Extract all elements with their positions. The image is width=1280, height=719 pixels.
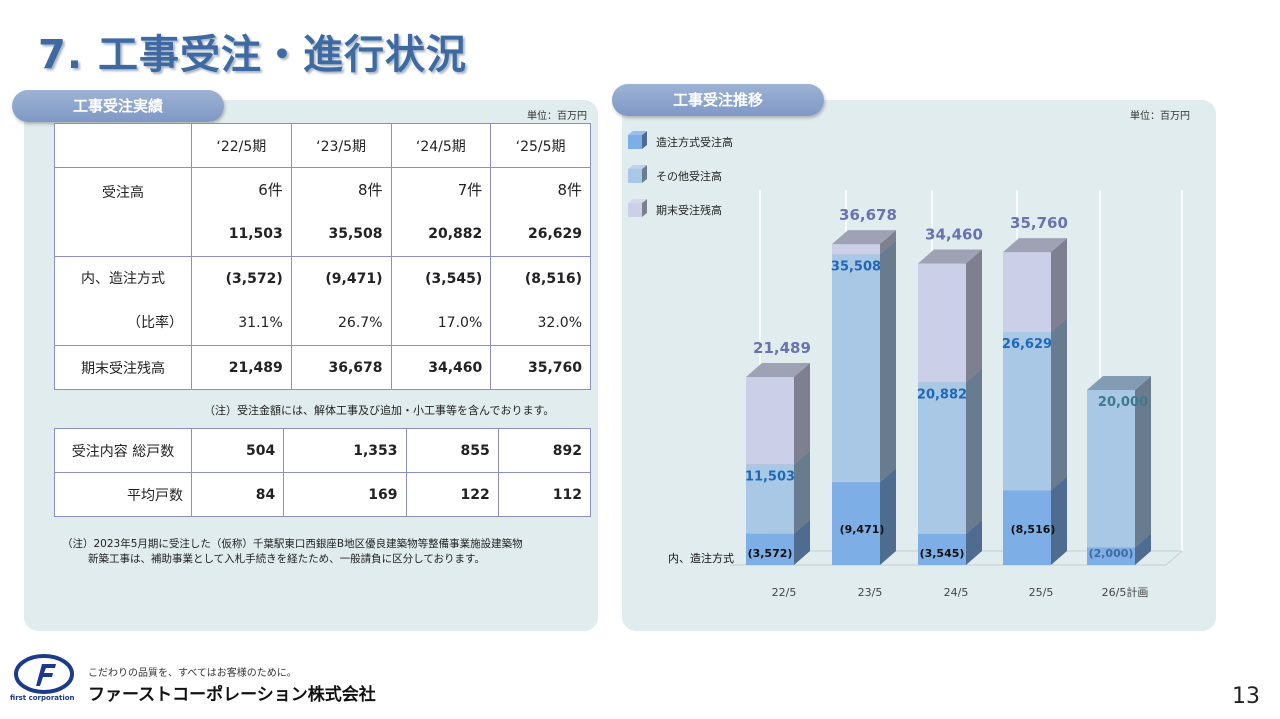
orders-count: 6件	[258, 181, 283, 199]
total-units-label: 受注内容 総戸数	[54, 428, 192, 473]
orders-amount: 11,503	[228, 226, 283, 242]
chart-unit: 単位：百万円	[1130, 111, 1190, 122]
backlog-value: 35,760	[490, 345, 591, 390]
backlog-value: 21,489	[191, 345, 292, 390]
page-number: 13	[1232, 684, 1260, 709]
units-table: 受注内容 総戸数 504 1,353 855 892 平均戸数 84 169 1…	[54, 428, 592, 517]
orders-label: 受注高	[54, 167, 192, 257]
chart-panel	[622, 100, 1216, 631]
company-tagline: こだわりの品質を、すべてはお客様のために。	[88, 668, 297, 679]
logo-text: first corporation	[10, 694, 75, 702]
company-name: ファーストコーポレーション株式会社	[88, 685, 376, 705]
avg-units-value: 112	[497, 472, 592, 517]
backlog-label: 期末受注残高	[54, 345, 192, 390]
orders-unit: 単位：百万円	[527, 111, 587, 122]
orders-count: 7件	[457, 181, 483, 199]
avg-units-value: 169	[283, 472, 407, 517]
header-22: ‘22/5期	[191, 123, 292, 168]
avg-units-value: 84	[190, 472, 285, 517]
design-build-amount: (3,545)	[425, 271, 483, 287]
ratio-value: 26.7%	[338, 315, 383, 331]
total-units-value: 504	[190, 428, 285, 473]
total-units-value: 855	[405, 428, 499, 473]
ratio-label: （比率）	[127, 315, 183, 331]
total-units-value: 1,353	[283, 428, 407, 473]
units-note-line2: 新築工事は、補助事業として入札手続きを経たため、一般請負に区分しております。	[88, 553, 486, 565]
orders-amount: 20,882	[428, 226, 483, 242]
orders-amount: 26,629	[527, 226, 582, 242]
header-25: ‘25/5期	[490, 123, 591, 168]
ratio-value: 32.0%	[537, 315, 582, 331]
orders-panel-label: 工事受注実績	[12, 90, 224, 122]
header-23: ‘23/5期	[290, 123, 392, 168]
ratio-value: 17.0%	[437, 315, 483, 331]
backlog-value: 36,678	[290, 345, 392, 390]
header-24: ‘24/5期	[390, 123, 492, 168]
orders-amount: 35,508	[328, 226, 383, 242]
design-build-amount: (3,572)	[225, 271, 283, 287]
backlog-value: 34,460	[390, 345, 492, 390]
page-title: 7. 工事受注・進行状況	[38, 32, 467, 78]
orders-note: （注）受注金額には、解体工事及び追加・小工事等を含んでおります。	[204, 404, 555, 417]
avg-units-label: 平均戸数	[54, 472, 192, 517]
orders-count: 8件	[557, 181, 582, 199]
ratio-value: 31.1%	[238, 315, 283, 331]
orders-count: 8件	[357, 181, 383, 199]
design-build-amount: (9,471)	[325, 271, 383, 287]
orders-table: ‘22/5期 ‘23/5期 ‘24/5期 ‘25/5期 受注高 6件 11,50…	[54, 123, 591, 390]
chart-panel-label: 工事受注推移	[612, 84, 824, 116]
company-logo	[14, 654, 74, 694]
design-build-label: 内、造注方式	[81, 271, 165, 287]
avg-units-value: 122	[405, 472, 499, 517]
design-build-amount: (8,516)	[524, 271, 582, 287]
total-units-value: 892	[497, 428, 592, 473]
units-note-line1: （注）2023年5月期に受注した（仮称）千葉駅東口西銀座B地区優良建築物等整備事…	[62, 538, 523, 550]
